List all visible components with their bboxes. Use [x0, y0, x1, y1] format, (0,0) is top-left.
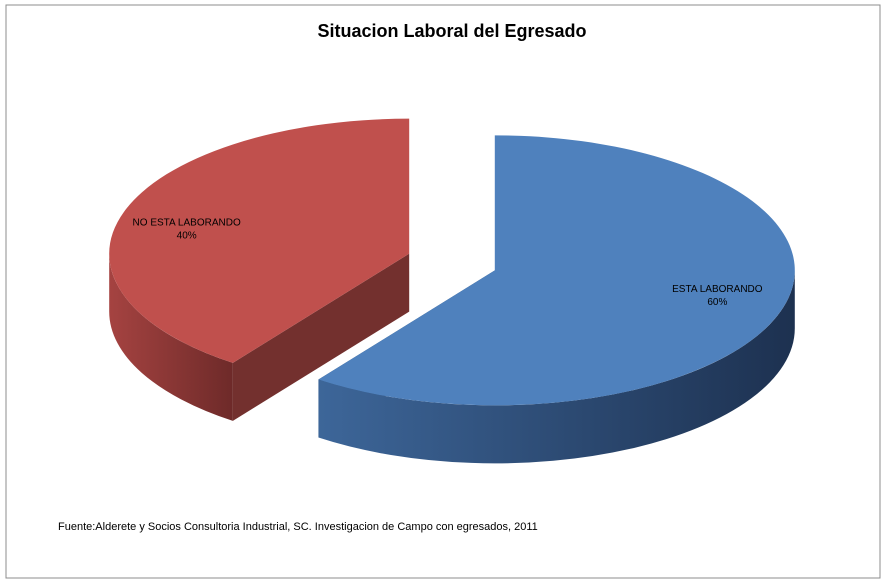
slice-value-label: 40%	[177, 230, 197, 241]
slice-wall	[318, 270, 795, 464]
slice-label: NO ESTA LABORANDO	[133, 217, 241, 228]
source-note: Fuente:Alderete y Socios Consultoria Ind…	[58, 521, 538, 533]
slice-label: ESTA LABORANDO	[672, 284, 763, 295]
slice-value-label: 60%	[707, 297, 727, 308]
slice-wall	[109, 253, 233, 421]
pie-slice: NO ESTA LABORANDO 40%	[109, 118, 410, 421]
slice-cut-face	[232, 253, 410, 421]
slice-top	[318, 135, 795, 406]
pie-slice: ESTA LABORANDO 60%	[318, 135, 795, 464]
chart-title: Situacion Laboral del Egresado	[317, 21, 586, 41]
slice-top	[109, 118, 410, 363]
